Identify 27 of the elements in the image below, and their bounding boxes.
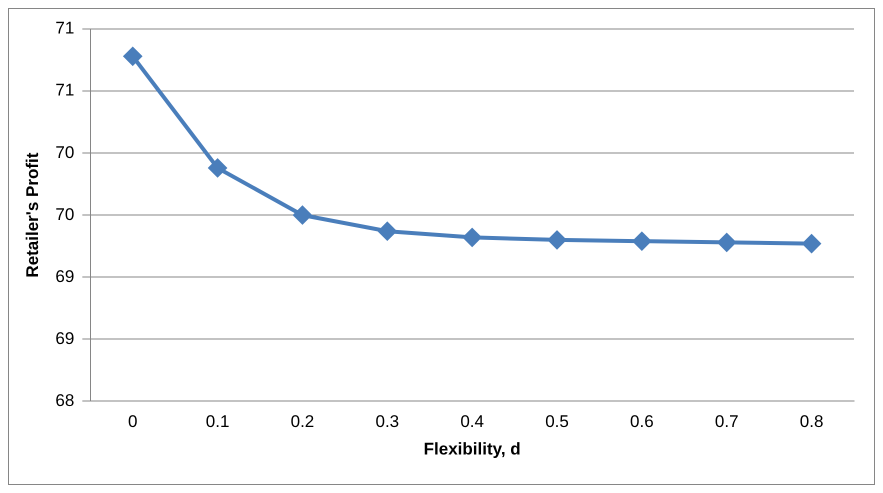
x-tick-label: 0.2: [290, 412, 314, 432]
x-tick-label: 0.6: [630, 412, 654, 432]
point: [718, 233, 736, 252]
x-tick-label: 0.4: [460, 412, 484, 432]
x-axis-title: Flexibility, d: [424, 439, 521, 458]
point: [463, 228, 482, 246]
x-tick-label: 0: [128, 412, 138, 432]
y-tick-label: 69: [55, 328, 74, 348]
y-tick-label: 69: [55, 266, 74, 286]
point: [378, 222, 396, 240]
y-tick-label: 71: [55, 18, 74, 38]
x-tick-label: 0.7: [714, 412, 739, 432]
y-axis-title: Retailer's Profit: [22, 152, 42, 278]
y-tick-label: 68: [55, 390, 74, 410]
point: [548, 230, 566, 249]
y-tick-label: 70: [55, 204, 74, 224]
x-tick-label: 0.3: [375, 412, 400, 432]
point: [124, 47, 142, 66]
x-tick-label: 0.5: [545, 412, 569, 432]
y-tick-label: 70: [55, 142, 74, 162]
point: [208, 158, 227, 177]
y-tick-label: 71: [55, 80, 74, 100]
x-tick-label: 0.1: [206, 412, 230, 432]
point: [632, 232, 651, 250]
x-tick-label: 0.8: [800, 412, 824, 432]
point: [293, 206, 312, 224]
point: [802, 234, 821, 253]
